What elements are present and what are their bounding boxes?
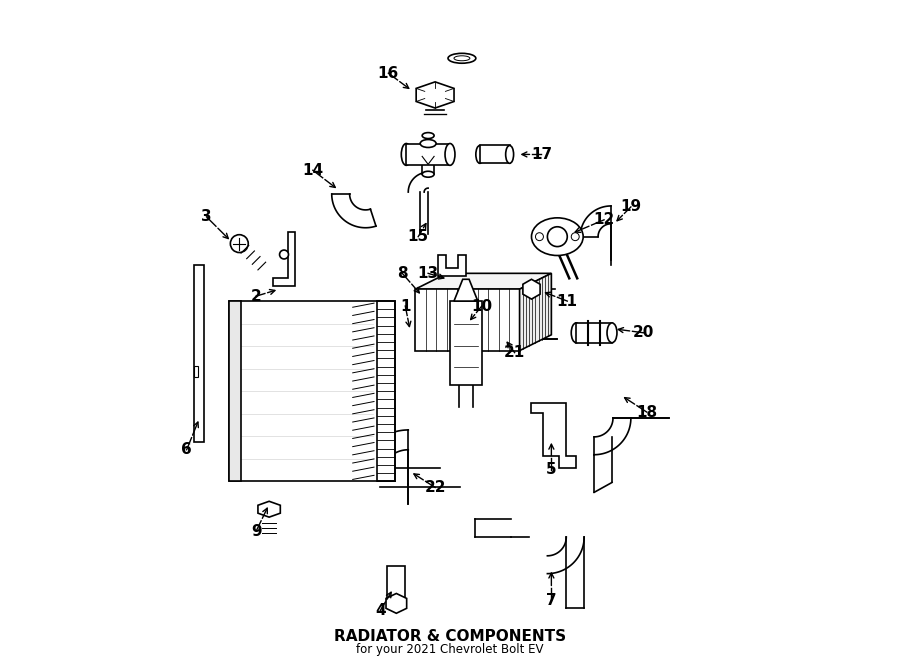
Text: 10: 10	[472, 299, 492, 313]
Ellipse shape	[454, 56, 470, 61]
Text: 16: 16	[378, 65, 399, 81]
Polygon shape	[454, 280, 478, 301]
Polygon shape	[438, 254, 466, 276]
Text: 15: 15	[408, 229, 428, 244]
Bar	[480, 145, 509, 163]
Polygon shape	[386, 594, 407, 613]
Ellipse shape	[532, 218, 583, 256]
Text: 8: 8	[397, 266, 408, 281]
Text: 4: 4	[375, 603, 386, 618]
Bar	[194, 366, 198, 377]
Text: 11: 11	[557, 293, 578, 309]
Text: 19: 19	[620, 200, 642, 214]
Text: 18: 18	[636, 405, 657, 420]
Bar	[387, 566, 405, 603]
Bar	[576, 323, 612, 342]
Polygon shape	[415, 274, 552, 290]
Text: 5: 5	[546, 462, 557, 477]
Text: 22: 22	[424, 480, 446, 495]
Polygon shape	[194, 266, 203, 442]
Ellipse shape	[506, 145, 514, 163]
Polygon shape	[532, 403, 576, 467]
Bar	[406, 143, 450, 165]
Bar	[450, 301, 482, 385]
Ellipse shape	[448, 54, 476, 63]
Polygon shape	[519, 274, 552, 350]
Polygon shape	[273, 232, 295, 286]
Circle shape	[536, 233, 544, 241]
Circle shape	[572, 233, 580, 241]
Ellipse shape	[420, 139, 436, 147]
Ellipse shape	[572, 323, 581, 342]
Circle shape	[547, 227, 567, 247]
Ellipse shape	[607, 323, 617, 342]
Bar	[230, 301, 395, 481]
Text: 6: 6	[181, 442, 192, 457]
Ellipse shape	[422, 171, 434, 177]
Text: 12: 12	[593, 212, 615, 227]
Text: 3: 3	[202, 210, 211, 224]
Ellipse shape	[476, 145, 484, 163]
Text: 1: 1	[400, 299, 410, 313]
Polygon shape	[523, 280, 540, 299]
Circle shape	[230, 235, 248, 253]
Text: 20: 20	[633, 325, 654, 340]
Polygon shape	[258, 501, 280, 517]
Text: 21: 21	[504, 345, 526, 360]
Text: 14: 14	[302, 163, 323, 178]
Ellipse shape	[401, 143, 411, 165]
Text: 9: 9	[251, 524, 262, 539]
Text: for your 2021 Chevrolet Bolt EV: for your 2021 Chevrolet Bolt EV	[356, 643, 544, 656]
Polygon shape	[416, 82, 454, 108]
Bar	[230, 301, 241, 481]
Ellipse shape	[422, 133, 434, 139]
Circle shape	[280, 250, 289, 259]
Text: 17: 17	[531, 147, 552, 162]
Ellipse shape	[445, 143, 455, 165]
Text: 7: 7	[546, 593, 557, 608]
Text: 2: 2	[251, 289, 262, 303]
Bar	[415, 290, 519, 350]
Bar	[377, 301, 395, 481]
Text: RADIATOR & COMPONENTS: RADIATOR & COMPONENTS	[334, 629, 566, 644]
Text: 13: 13	[418, 266, 438, 281]
